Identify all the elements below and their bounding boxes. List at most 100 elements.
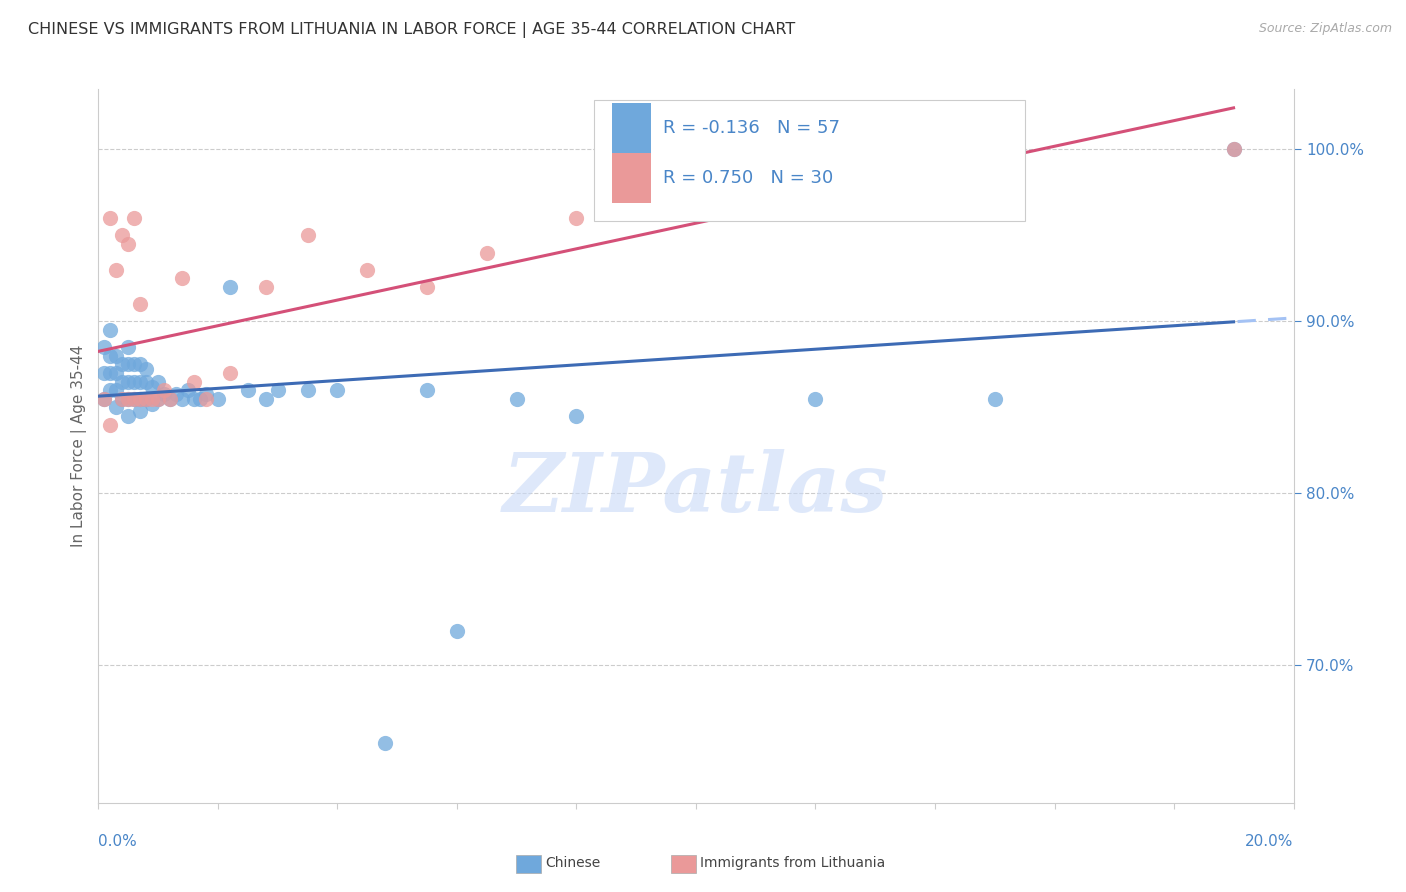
Point [236, 383, 259, 397]
Point [924, 160, 946, 174]
Point [141, 379, 163, 393]
Point [297, 228, 319, 243]
Point [326, 383, 349, 397]
Text: Source: ZipAtlas.com: Source: ZipAtlas.com [1258, 22, 1392, 36]
Point [159, 392, 181, 406]
Point [565, 409, 588, 423]
Point [100, 323, 122, 337]
Point [356, 262, 378, 277]
Point [219, 366, 242, 380]
Point [254, 280, 277, 294]
Point [129, 297, 152, 311]
Point [129, 375, 152, 389]
Point [1223, 142, 1246, 156]
Point [111, 228, 134, 243]
Text: R = -0.136   N = 57: R = -0.136 N = 57 [662, 120, 839, 137]
Point [188, 392, 211, 406]
Point [565, 211, 588, 226]
Point [446, 624, 468, 638]
Point [111, 392, 134, 406]
Text: Immigrants from Lithuania: Immigrants from Lithuania [700, 856, 886, 871]
Point [93, 366, 115, 380]
Point [105, 366, 128, 380]
Point [124, 392, 146, 406]
Point [135, 362, 157, 376]
Text: Chinese: Chinese [546, 856, 600, 871]
Point [148, 392, 170, 406]
Point [183, 392, 205, 406]
Text: 20.0%: 20.0% [1246, 834, 1294, 849]
Point [685, 177, 707, 191]
Point [267, 383, 290, 397]
Point [153, 383, 176, 397]
Point [117, 375, 139, 389]
Point [105, 383, 128, 397]
Point [100, 211, 122, 226]
Point [117, 392, 139, 406]
Point [135, 375, 157, 389]
Point [100, 349, 122, 363]
Point [100, 383, 122, 397]
Point [117, 409, 139, 423]
Point [105, 401, 128, 415]
FancyBboxPatch shape [613, 103, 651, 153]
Point [100, 366, 122, 380]
Point [105, 349, 128, 363]
Y-axis label: In Labor Force | Age 35-44: In Labor Force | Age 35-44 [72, 345, 87, 547]
Point [172, 392, 194, 406]
Point [165, 386, 187, 401]
Point [93, 392, 115, 406]
FancyBboxPatch shape [595, 100, 1025, 221]
Point [93, 392, 115, 406]
Point [117, 340, 139, 354]
Point [129, 403, 152, 417]
Point [124, 392, 146, 406]
Point [117, 236, 139, 251]
Point [416, 383, 439, 397]
Point [111, 392, 134, 406]
Point [153, 386, 176, 401]
Text: R = 0.750   N = 30: R = 0.750 N = 30 [662, 169, 832, 187]
Point [129, 392, 152, 406]
Point [148, 375, 170, 389]
Point [506, 392, 529, 406]
Point [685, 142, 707, 156]
Point [219, 280, 242, 294]
Point [475, 245, 498, 260]
Point [254, 392, 277, 406]
Point [297, 383, 319, 397]
Point [141, 397, 163, 411]
Text: 0.0%: 0.0% [98, 834, 138, 849]
Point [135, 392, 157, 406]
Point [124, 357, 146, 371]
Point [804, 392, 827, 406]
Point [141, 392, 163, 406]
Point [105, 262, 128, 277]
Point [984, 392, 1007, 406]
Point [124, 375, 146, 389]
Point [177, 383, 200, 397]
Point [117, 392, 139, 406]
Point [111, 357, 134, 371]
FancyBboxPatch shape [613, 153, 651, 203]
Point [172, 271, 194, 285]
Point [195, 392, 218, 406]
Point [117, 357, 139, 371]
Point [183, 375, 205, 389]
Point [416, 280, 439, 294]
Point [195, 386, 218, 401]
Text: ZIPatlas: ZIPatlas [503, 449, 889, 529]
Point [111, 375, 134, 389]
Point [374, 736, 396, 750]
Point [124, 211, 146, 226]
Point [1223, 142, 1246, 156]
Text: CHINESE VS IMMIGRANTS FROM LITHUANIA IN LABOR FORCE | AGE 35-44 CORRELATION CHAR: CHINESE VS IMMIGRANTS FROM LITHUANIA IN … [28, 22, 796, 38]
Point [93, 340, 115, 354]
Point [100, 417, 122, 432]
Point [135, 392, 157, 406]
Point [129, 392, 152, 406]
Point [148, 392, 170, 406]
Point [159, 392, 181, 406]
Point [129, 357, 152, 371]
Point [207, 392, 229, 406]
